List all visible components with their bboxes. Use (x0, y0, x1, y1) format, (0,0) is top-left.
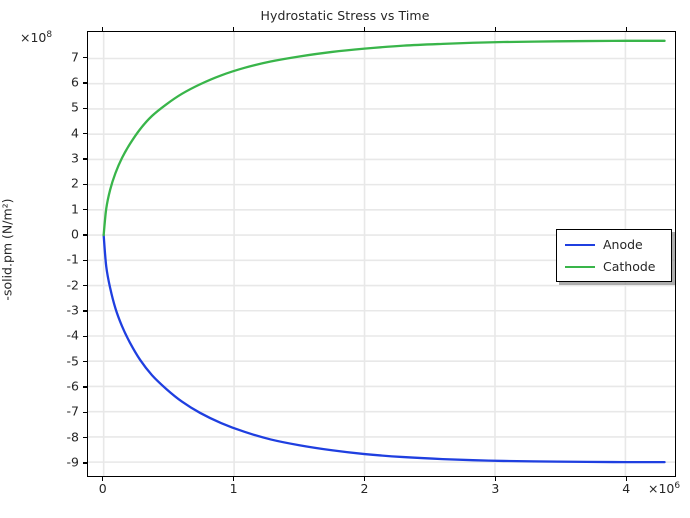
legend-label-cathode: Cathode (603, 258, 656, 274)
x-exponent-base: ×10 (648, 481, 675, 497)
x-tick-label: 0 (98, 481, 107, 496)
page-title: Hydrostatic Stress vs Time (260, 8, 430, 23)
legend-item-anode[interactable]: Anode (565, 236, 643, 254)
x-tick-mark (625, 477, 627, 481)
legend-label-anode: Anode (603, 236, 643, 252)
y-axis-label: -solid.pm (N/m²) (0, 198, 15, 301)
x-tick-label: 4 (622, 481, 631, 496)
x-tick-mark (102, 477, 104, 481)
x-axis-exponent: ×106 (648, 481, 680, 496)
data-curves (102, 39, 666, 464)
series-line-cathode (102, 39, 666, 237)
x-tick-mark (232, 477, 235, 481)
y-axis-exponent: ×108 (20, 30, 52, 45)
x-tick-mark (494, 477, 497, 481)
x-tick-label: 3 (491, 481, 500, 496)
x-tick-mark (363, 477, 366, 481)
y-axis-label-wrapper: -solid.pm (N/m²) (0, 31, 30, 477)
y-exponent-base: ×10 (20, 30, 47, 46)
legend-color-swatch-anode (565, 244, 595, 246)
legend-item-cathode[interactable]: Cathode (565, 258, 655, 276)
y-exponent-power: 8 (46, 30, 53, 40)
chart-legend[interactable]: Anode Cathode (556, 229, 672, 282)
series-line-anode (102, 233, 666, 464)
x-tick-label: 1 (229, 481, 238, 496)
x-exponent-power: 6 (674, 481, 681, 491)
legend-color-swatch-cathode (565, 266, 595, 268)
x-tick-label: 2 (360, 481, 369, 496)
